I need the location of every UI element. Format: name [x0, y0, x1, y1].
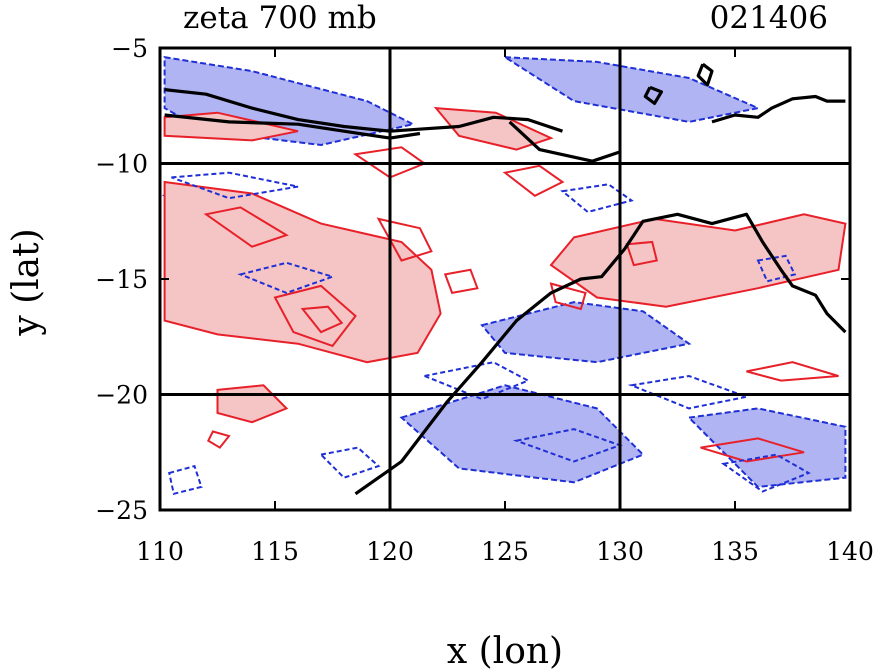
negative-vorticity-region-3: [399, 384, 645, 484]
x-tick-label-140: 140: [826, 537, 874, 566]
positive-contour-6: [746, 361, 839, 382]
coastline-2: [354, 212, 847, 496]
coastline-3: [508, 120, 621, 163]
y-tick-label-m15: −15: [95, 265, 148, 294]
negative-contour-6: [756, 254, 797, 283]
positive-vorticity-region-2: [549, 213, 847, 308]
x-tick-label-135: 135: [711, 537, 759, 566]
chart-title: zeta 700 mb: [183, 0, 377, 36]
y-tick-label-m20: −20: [95, 381, 148, 410]
negative-vorticity-region-2: [480, 301, 692, 364]
positive-contour-1: [300, 305, 344, 334]
positive-contour-11: [443, 268, 479, 295]
negative-contour-3: [627, 374, 751, 410]
y-tick-label-m5: −5: [111, 34, 148, 63]
coastline-6: [696, 62, 714, 87]
y-axis-label: y (lat): [6, 228, 47, 336]
gridlines: [160, 48, 850, 510]
positive-contour-0: [273, 284, 357, 348]
negative-contour-9: [318, 446, 381, 479]
axis-ticks: 110 115 120 125 130 135 140 −5 −10 −15 −20 −25: [95, 34, 874, 566]
y-tick-label-m10: −10: [95, 150, 148, 179]
x-axis-label: x (lon): [447, 631, 563, 672]
positive-contour-3: [376, 217, 433, 262]
negative-contour-4: [720, 453, 811, 493]
negative-contour-8: [168, 464, 203, 496]
coastline-4: [643, 85, 664, 106]
y-tick-label-m25: −25: [95, 496, 148, 525]
positive-contour-2: [203, 206, 289, 248]
positive-contour-8: [502, 164, 565, 197]
negative-vorticity-region-4: [686, 407, 847, 488]
x-tick-label-110: 110: [136, 537, 184, 566]
positive-contour-4: [549, 282, 587, 311]
coastline-5: [711, 94, 846, 124]
negative-contour-1: [171, 171, 299, 200]
negative-vorticity-region-1: [501, 56, 762, 123]
x-tick-label-125: 125: [481, 537, 529, 566]
contour-line-layer: [168, 146, 839, 496]
positive-contour-9: [700, 437, 805, 463]
x-tick-label-115: 115: [251, 537, 299, 566]
positive-contour-5: [625, 240, 659, 267]
negative-contour-7: [560, 183, 634, 214]
positive-contour-10: [206, 430, 231, 449]
positive-vorticity-region-1: [216, 384, 289, 424]
positive-vorticity-region-0: [163, 180, 442, 364]
coastline-1: [164, 113, 421, 140]
negative-contour-2: [421, 361, 531, 401]
negative-contour-0: [237, 261, 336, 294]
chart-date-label: 021406: [710, 0, 828, 36]
x-tick-label-130: 130: [596, 537, 644, 566]
contour-fill-layer: [161, 56, 847, 488]
x-tick-label-120: 120: [366, 537, 414, 566]
